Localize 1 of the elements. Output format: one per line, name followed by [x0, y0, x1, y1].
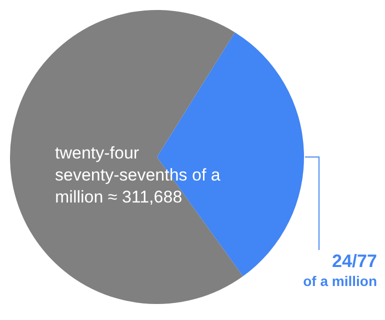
slice-label: 24/77 of a million: [303, 251, 377, 289]
